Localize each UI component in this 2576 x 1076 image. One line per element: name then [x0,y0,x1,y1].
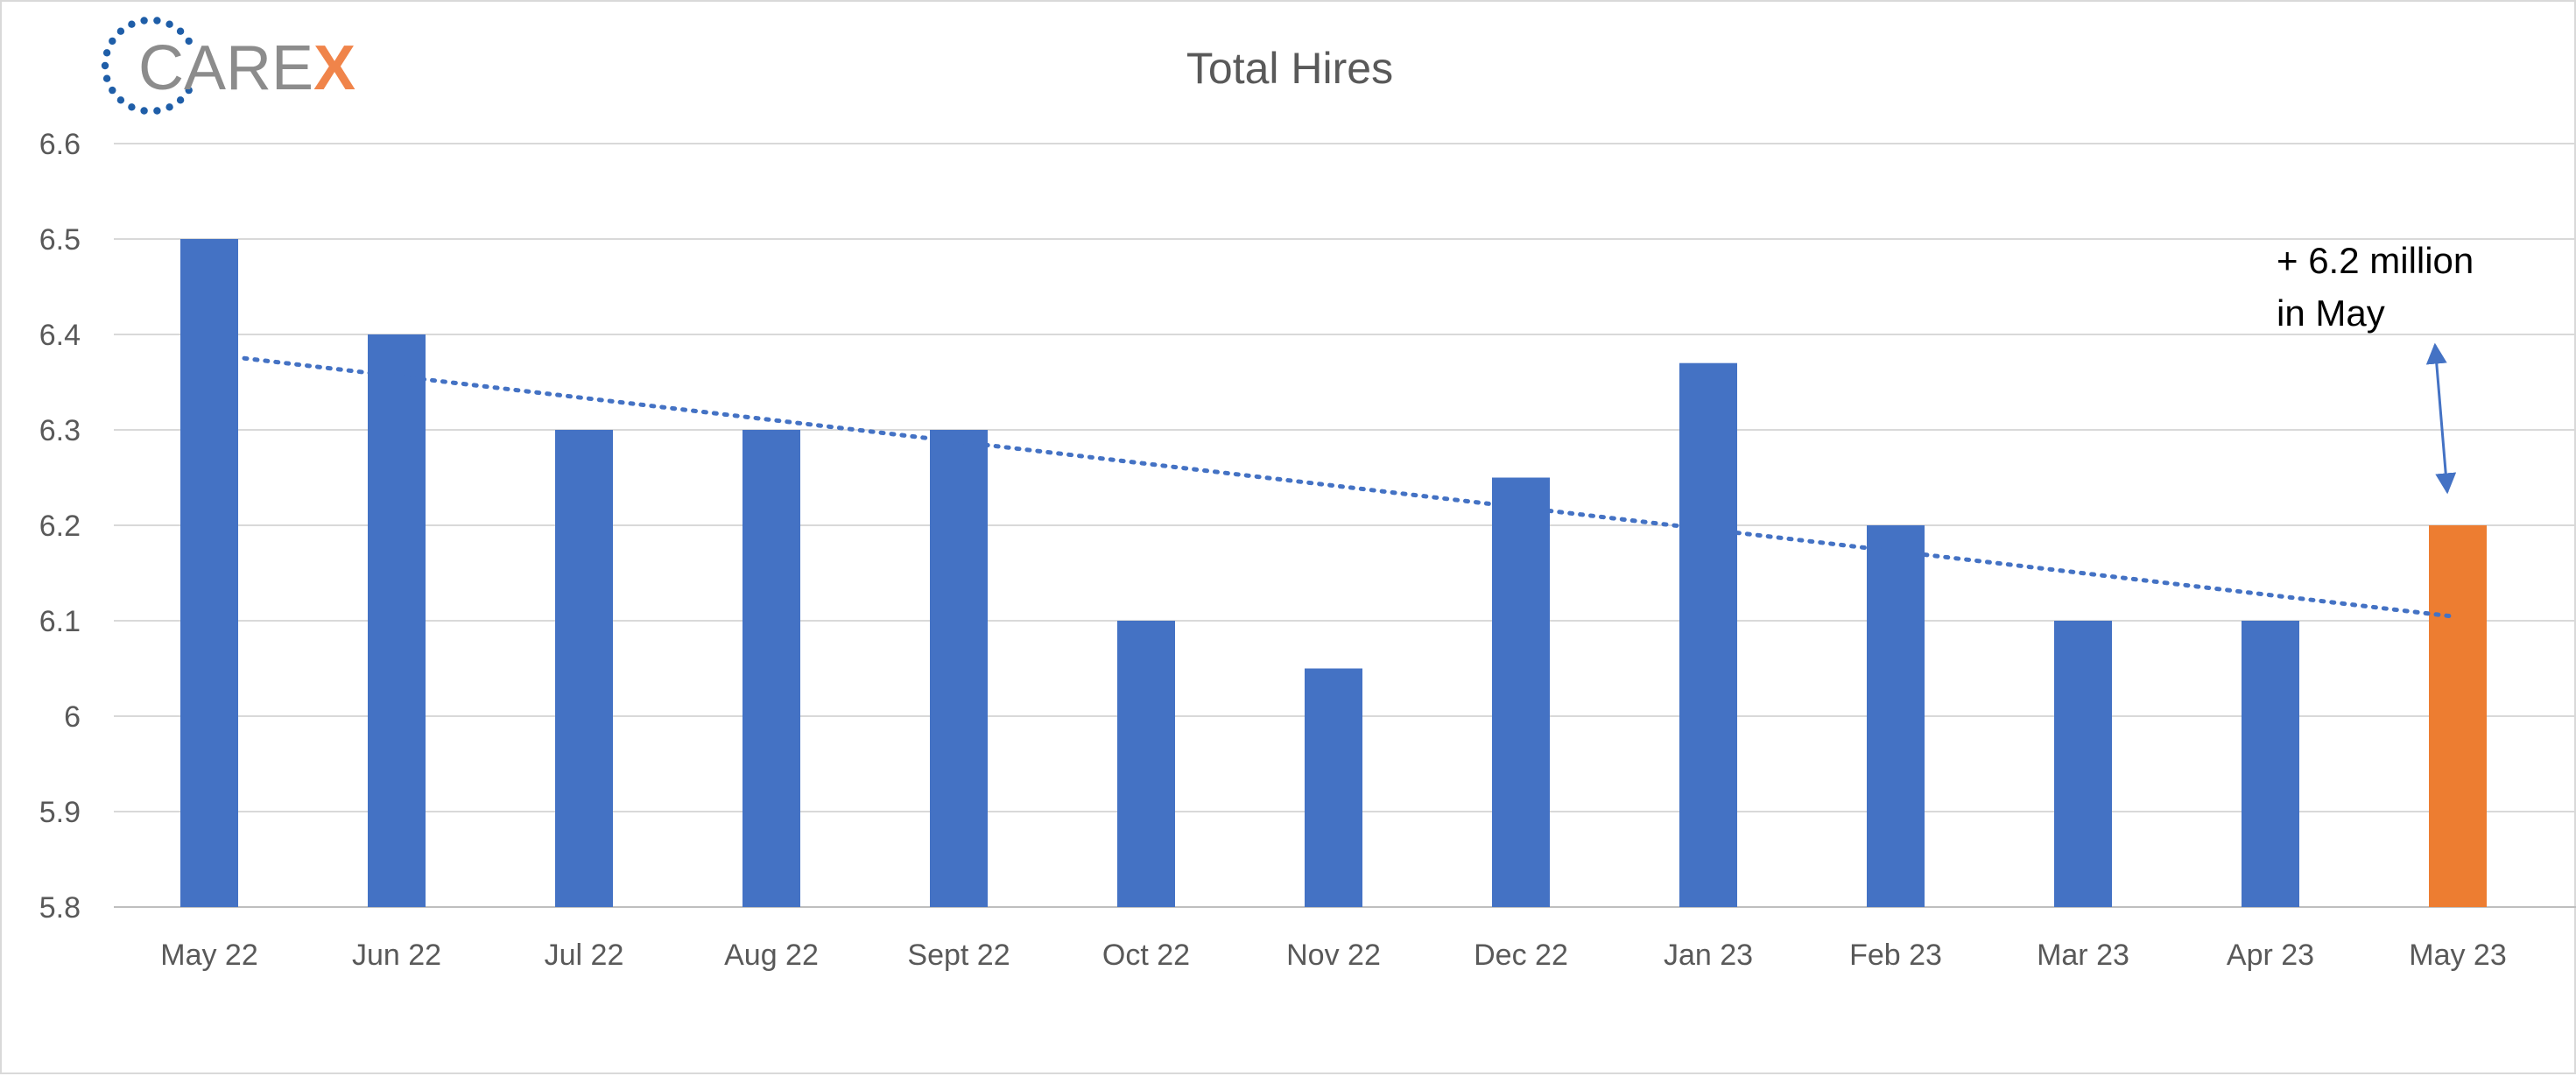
annotation-arrow [2425,342,2457,495]
logo-text-accent: X [313,33,355,103]
bar [368,334,426,907]
logo-dot [102,74,111,82]
logo-dot [176,96,185,104]
bar [1492,477,1550,907]
y-tick-label: 5.8 [39,891,81,925]
annotation: + 6.2 million in May [2277,240,2474,495]
logo-wordmark: CAREX [138,33,355,103]
x-tick-label: May 22 [160,939,258,972]
bar [1867,525,1925,907]
x-tick-label: May 23 [2409,939,2507,972]
logo-dot [153,17,161,25]
logo-dot [102,49,111,57]
y-tick-label: 6.3 [39,414,81,447]
logo-dot [185,37,193,46]
logo-dot [140,107,148,115]
x-axis-ticks: May 22 Jun 22 Jul 22 Aug 22 Sept 22 Oct 22 Nov… [160,939,2507,972]
x-tick-label: Feb 23 [1849,939,1942,972]
logo-dot [165,103,173,111]
y-tick-label: 6.5 [39,223,81,257]
logo-dot [140,17,148,25]
logo-dot [128,20,136,28]
logo-dot [109,86,116,95]
bar [1679,362,1737,907]
logo-text-main: CARE [138,33,313,103]
x-tick-label: Aug 22 [724,939,819,972]
logo-dot [176,27,185,35]
bar [2054,621,2112,907]
annotation-line-1: + 6.2 million [2277,240,2474,281]
y-tick-label: 6 [64,700,81,734]
y-tick-label: 6.6 [39,128,81,161]
x-tick-label: Sept 22 [907,939,1010,972]
logo-dot [116,27,125,35]
annotation-line-2: in May [2277,292,2385,334]
logo-dot [101,61,109,70]
bar [1305,668,1362,907]
x-tick-label: Nov 22 [1286,939,1381,972]
logo-dots-ring [101,17,193,115]
y-axis-ticks: 5.8 5.9 6 6.1 6.2 6.3 6.4 6.5 6.6 [39,128,81,925]
bars [180,239,2487,907]
x-tick-label: Jul 22 [545,939,624,972]
logo-dot [165,20,173,28]
bar [930,430,988,907]
bar [743,430,800,907]
x-tick-label: Jan 23 [1664,939,1753,972]
bar [1117,621,1175,907]
y-tick-label: 6.4 [39,319,81,352]
x-tick-label: Mar 23 [2037,939,2129,972]
y-tick-label: 5.9 [39,796,81,829]
x-tick-label: Apr 23 [2227,939,2314,972]
logo-dot [109,37,116,46]
logo-dot [128,103,136,111]
bar [2242,621,2299,907]
bar [180,239,238,907]
carex-logo: CAREX [101,17,355,115]
bar [555,430,613,907]
x-tick-label: Jun 22 [352,939,441,972]
bar [2429,525,2487,907]
y-tick-label: 6.1 [39,605,81,638]
trendline-layer [242,355,2452,619]
x-tick-label: Dec 22 [1474,939,1568,972]
logo-dot [116,96,125,104]
chart-title: Total Hires [1186,44,1393,93]
trendline [242,355,2452,619]
logo-dot [153,107,161,115]
x-tick-label: Oct 22 [1102,939,1190,972]
y-tick-label: 6.2 [39,510,81,543]
logo-dot [185,86,193,95]
